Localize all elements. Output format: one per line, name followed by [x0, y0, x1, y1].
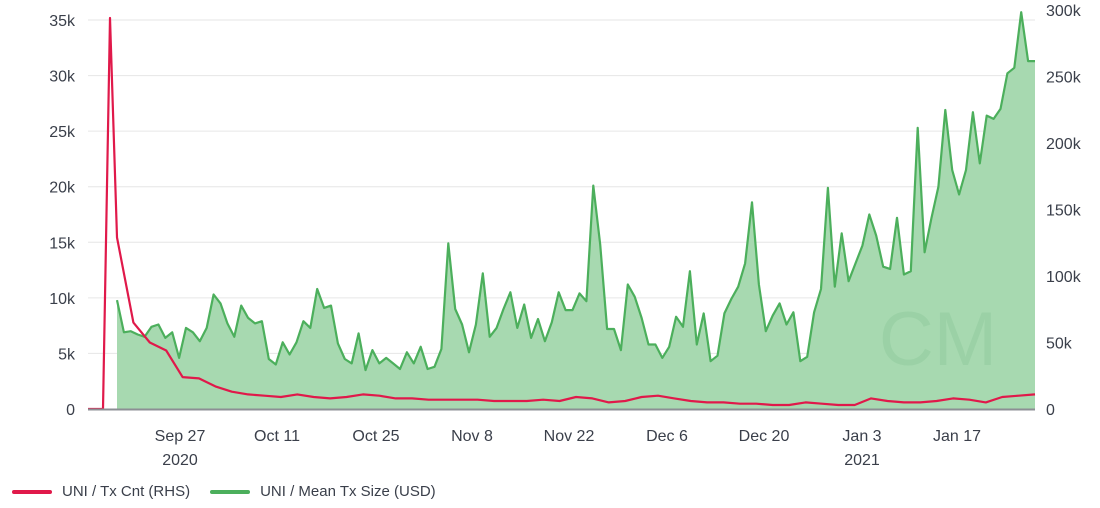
x-axis-tick-label: Jan 3 [842, 428, 881, 445]
right-axis-tick-label: 200k [1046, 136, 1082, 153]
left-axis-tick-label: 10k [49, 291, 76, 308]
right-axis-tick-label: 250k [1046, 70, 1082, 87]
tx-count-swatch-icon [12, 489, 52, 494]
cm-watermark-logo: CM [879, 297, 997, 382]
x-axis-tick-label: Dec 6 [646, 428, 688, 445]
right-axis-tick-label: 0 [1046, 402, 1055, 419]
left-axis-tick-label: 15k [49, 235, 76, 252]
x-axis-tick-label: Dec 20 [739, 428, 790, 445]
left-axis-tick-label: 20k [49, 180, 76, 197]
x-axis-tick-label: Sep 27 [155, 428, 206, 445]
legend-label: UNI / Mean Tx Size (USD) [260, 483, 436, 500]
tx-count-line[interactable] [88, 16, 1036, 411]
left-axis-tick-label: 5k [58, 346, 76, 363]
mean-tx-size-area [117, 12, 1035, 409]
x-axis-tick-label: Nov 22 [544, 428, 595, 445]
right-axis-tick-label: 50k [1046, 336, 1073, 353]
left-axis-tick-label: 30k [49, 69, 76, 86]
right-axis: 0 50k 100k 150k 200k 250k 300k [1046, 3, 1082, 419]
chart-canvas: 0 5k 10k 15k 20k 25k 30k 35k 0 50k 100k 150k 200k 25… [49, 3, 1082, 469]
x-axis-tick-label: Oct 25 [352, 428, 399, 445]
left-axis-tick-label: 35k [49, 13, 76, 30]
legend-item-mean-tx-size[interactable]: UNI / Mean Tx Size (USD) [210, 483, 436, 500]
x-axis-tick-label: Oct 11 [254, 428, 300, 445]
right-axis-tick-label: 100k [1046, 269, 1082, 286]
watermark-text: CM [879, 297, 997, 382]
x-axis-tick-label: Jan 17 [933, 428, 981, 445]
x-axis-year-label: 2021 [844, 452, 880, 469]
gridlines [88, 19, 1035, 354]
left-axis: 0 5k 10k 15k 20k 25k 30k 35k [49, 13, 76, 419]
legend-label: UNI / Tx Cnt (RHS) [62, 483, 191, 500]
legend-item-tx-count[interactable]: UNI / Tx Cnt (RHS) [12, 483, 190, 500]
right-axis-tick-label: 300k [1046, 3, 1082, 20]
x-axis: Sep 27 2020 Oct 11 Oct 25 Nov 8 Nov 22 Dec 6 De… [155, 428, 981, 469]
left-axis-tick-label: 25k [49, 124, 76, 141]
mean-tx-size-swatch-icon [210, 489, 251, 494]
chart-legend: UNI / Tx Cnt (RHS) UNI / Mean Tx Size (U… [12, 483, 456, 500]
x-axis-year-label: 2020 [162, 452, 198, 469]
mean-tx-size-line[interactable] [115, 11, 1035, 372]
right-axis-tick-label: 150k [1046, 203, 1082, 220]
left-axis-tick-label: 0 [66, 402, 75, 419]
x-axis-tick-label: Nov 8 [451, 428, 493, 445]
